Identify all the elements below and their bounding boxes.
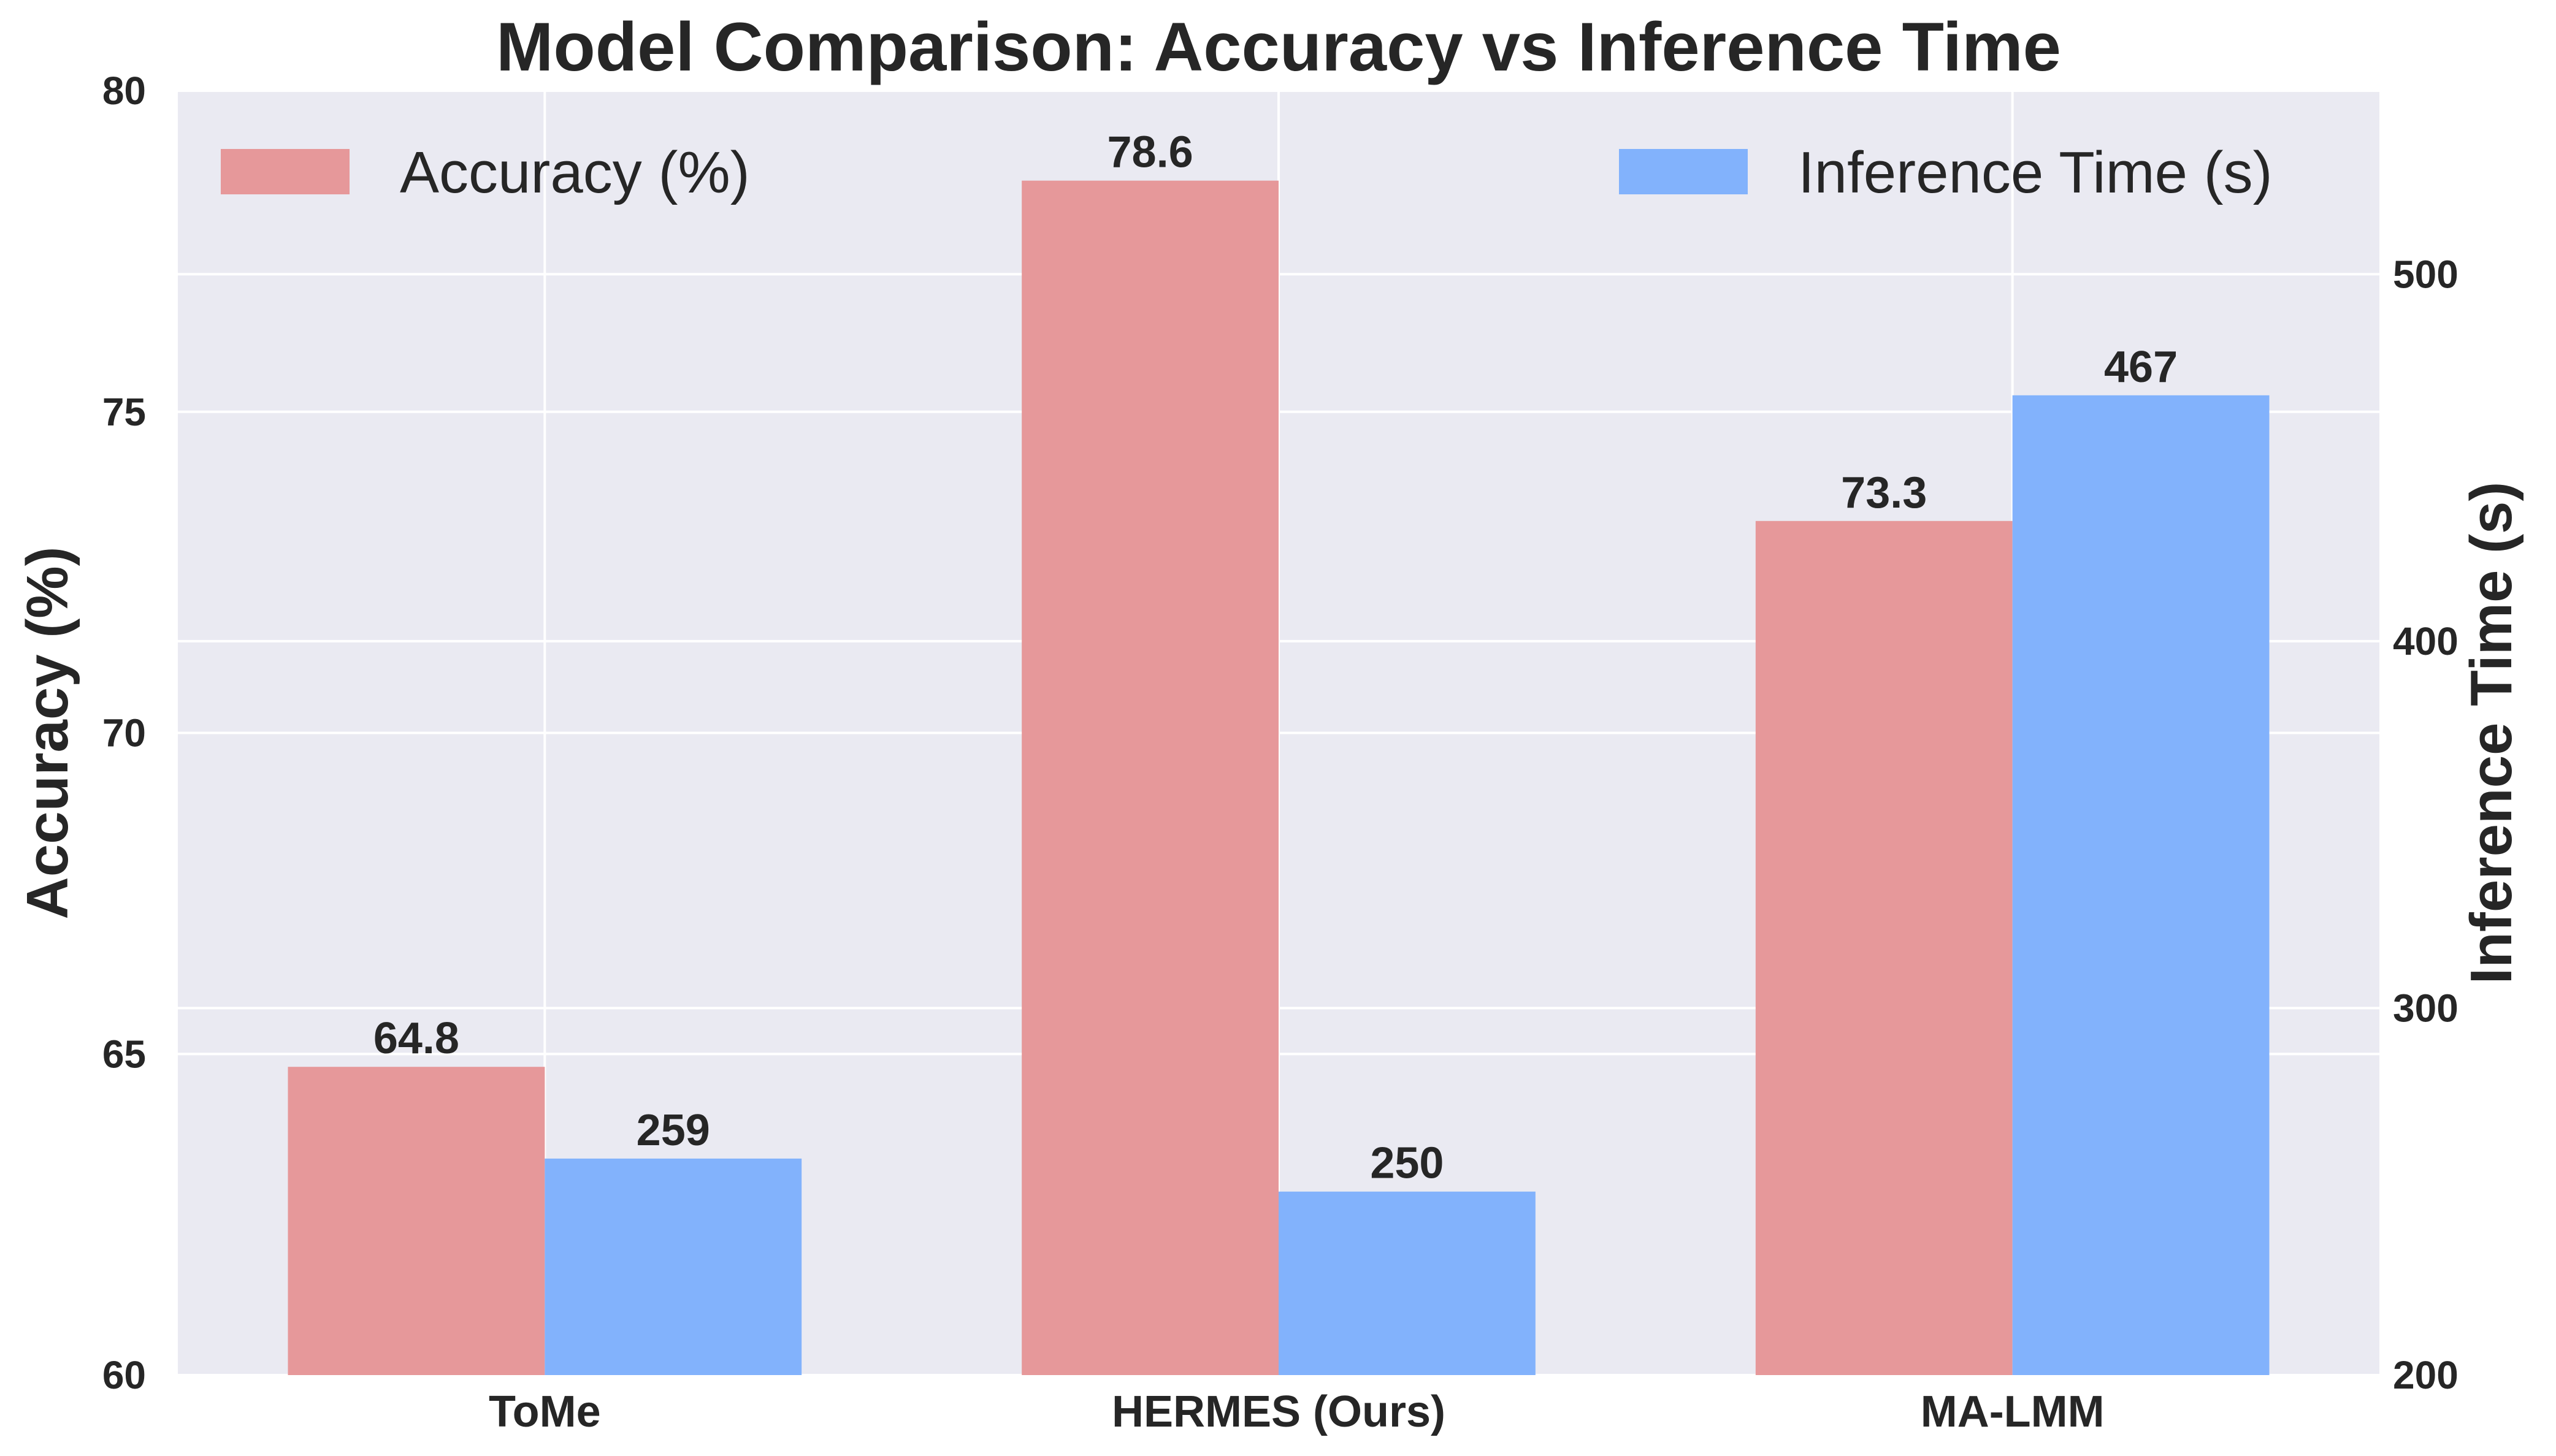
bar-inference-time-s-hermes-ours: [1279, 1191, 1536, 1375]
y-left-tick-80: 80: [102, 69, 146, 113]
y-right-tick-200: 200: [2393, 1353, 2458, 1397]
data-label-accuracy-hermes-ours: 78.6: [1108, 128, 1193, 177]
data-label-inference-time-s-hermes-ours: 250: [1370, 1139, 1444, 1188]
x-tick-ma-lmm: MA-LMM: [1921, 1387, 2105, 1436]
x-tick-tome: ToMe: [489, 1387, 601, 1436]
axes: 60 65 70 75 80 200 300 400 500 ToMe HERMES (Ours) M…: [102, 69, 2458, 1436]
data-label-inference-time-s-ma-lmm: 467: [2104, 343, 2178, 392]
legend-label-accuracy: Accuracy (%): [400, 140, 750, 205]
data-label-accuracy-ma-lmm: 73.3: [1841, 468, 1927, 517]
x-tick-hermes-ours: HERMES (Ours): [1112, 1387, 1445, 1436]
data-labels: 64.8 78.6 73.3 259 250 467: [373, 128, 2178, 1188]
legend-inference-time: Inference Time (s): [1619, 140, 2273, 205]
bar-inference-time-s-tome: [545, 1158, 802, 1375]
legend-swatch-accuracy: [221, 149, 350, 194]
legend-swatch-inference-time: [1619, 149, 1748, 194]
y-left-tick-75: 75: [102, 390, 146, 434]
legend-accuracy: Accuracy (%): [221, 140, 750, 205]
chart-title: Model Comparison: Accuracy vs Inference …: [496, 9, 2061, 85]
y-axis-right-label: Inference Time (s): [2458, 482, 2524, 985]
y-left-tick-70: 70: [102, 711, 146, 755]
y-axis-left-label: Accuracy (%): [15, 546, 80, 919]
y-left-tick-65: 65: [102, 1032, 146, 1076]
y-right-tick-500: 500: [2393, 252, 2458, 296]
bar-inference-time-s-ma-lmm: [2012, 395, 2270, 1376]
y-left-tick-60: 60: [102, 1353, 146, 1397]
y-right-tick-300: 300: [2393, 986, 2458, 1030]
data-label-inference-time-s-tome: 259: [637, 1106, 710, 1155]
y-right-tick-400: 400: [2393, 619, 2458, 663]
legend-label-inference-time: Inference Time (s): [1798, 140, 2273, 205]
bar-accuracy-ma-lmm: [1755, 520, 2013, 1376]
data-label-accuracy-tome: 64.8: [373, 1014, 459, 1063]
bars: [288, 180, 2270, 1376]
bar-accuracy-tome: [288, 1067, 545, 1375]
bar-accuracy-hermes-ours: [1022, 180, 1279, 1375]
